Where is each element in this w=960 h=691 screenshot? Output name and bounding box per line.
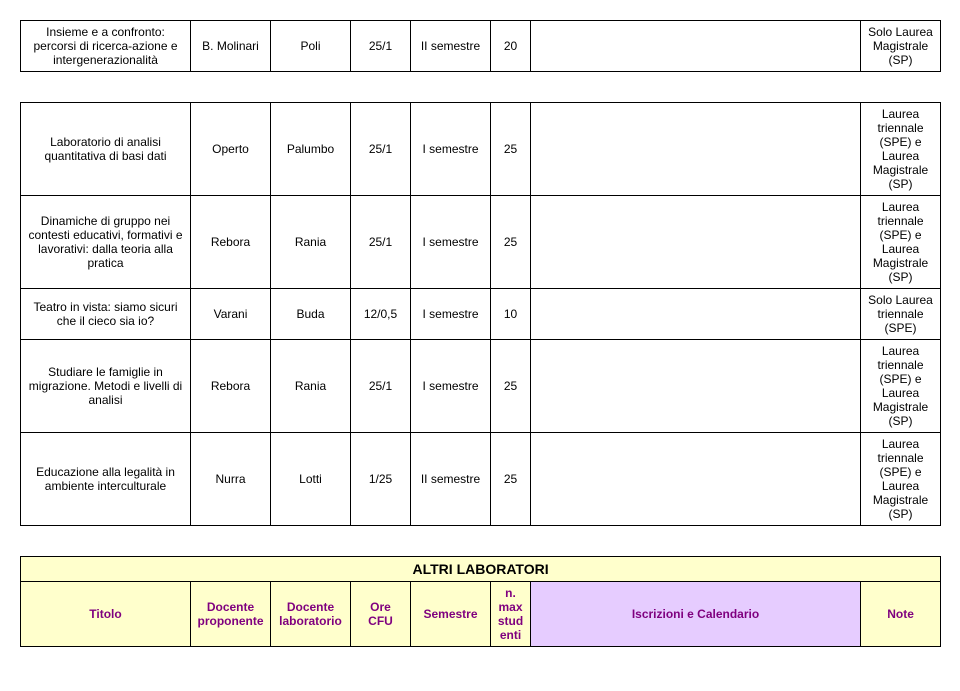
note-cell: Laurea triennale (SPE) e Laurea Magistra… [861,103,941,196]
note-cell: Solo Laurea Magistrale (SP) [861,21,941,72]
instructor-2: Rania [271,196,351,289]
hours-cfu: 25/1 [351,103,411,196]
max-students: 10 [491,289,531,340]
schedule-cell [531,433,861,526]
max-students: 25 [491,103,531,196]
hours-cfu: 12/0,5 [351,289,411,340]
semester: I semestre [411,289,491,340]
table-row: Studiare le famiglie in migrazione. Meto… [21,340,941,433]
instructor-2: Palumbo [271,103,351,196]
max-students: 25 [491,433,531,526]
hours-cfu: 25/1 [351,340,411,433]
main-course-table: Insieme e a confronto: percorsi di ricer… [20,20,941,72]
instructor-1: Rebora [191,196,271,289]
instructor-2: Buda [271,289,351,340]
course-title: Studiare le famiglie in migrazione. Meto… [21,340,191,433]
course-title: Insieme e a confronto: percorsi di ricer… [21,21,191,72]
note-cell: Laurea triennale (SPE) e Laurea Magistra… [861,433,941,526]
header-docente-laboratorio: Docente laboratorio [271,582,351,647]
semester: II semestre [411,21,491,72]
max-students: 20 [491,21,531,72]
hours-cfu: 25/1 [351,196,411,289]
header-semestre: Semestre [411,582,491,647]
table-row: Laboratorio di analisi quantitativa di b… [21,103,941,196]
section-title-cell: ALTRI LABORATORI [21,557,941,582]
section-gap [20,526,940,556]
semester: I semestre [411,340,491,433]
hours-cfu: 1/25 [351,433,411,526]
schedule-cell [531,103,861,196]
instructor-1: Varani [191,289,271,340]
table-row: Insieme e a confronto: percorsi di ricer… [21,21,941,72]
instructor-1: B. Molinari [191,21,271,72]
section-title-row: ALTRI LABORATORI [21,557,941,582]
semester: II semestre [411,433,491,526]
semester: I semestre [411,196,491,289]
table-row: Teatro in vista: siamo sicuri che il cie… [21,289,941,340]
altri-laboratori-table: ALTRI LABORATORI Titolo Docente proponen… [20,556,941,647]
header-ore-cfu: Ore CFU [351,582,411,647]
main-course-table-2: Laboratorio di analisi quantitativa di b… [20,102,941,526]
note-cell: Solo Laurea triennale (SPE) [861,289,941,340]
max-students: 25 [491,196,531,289]
hours-cfu: 25/1 [351,21,411,72]
note-cell: Laurea triennale (SPE) e Laurea Magistra… [861,196,941,289]
table-row: Educazione alla legalità in ambiente int… [21,433,941,526]
max-students: 25 [491,340,531,433]
instructor-2: Poli [271,21,351,72]
header-titolo: Titolo [21,582,191,647]
instructor-1: Nurra [191,433,271,526]
header-max-studenti: n. max stud enti [491,582,531,647]
course-title: Laboratorio di analisi quantitativa di b… [21,103,191,196]
semester: I semestre [411,103,491,196]
instructor-2: Rania [271,340,351,433]
schedule-cell [531,21,861,72]
header-iscrizioni: Iscrizioni e Calendario [531,582,861,647]
main-table-body-2: Laboratorio di analisi quantitativa di b… [21,103,941,526]
header-row: Titolo Docente proponente Docente labora… [21,582,941,647]
table-row: Dinamiche di gruppo nei contesti educati… [21,196,941,289]
section-title: ALTRI LABORATORI [413,561,549,577]
header-docente-proponente: Docente proponente [191,582,271,647]
schedule-cell [531,289,861,340]
schedule-cell [531,196,861,289]
schedule-cell [531,340,861,433]
header-note: Note [861,582,941,647]
main-table-body: Insieme e a confronto: percorsi di ricer… [21,21,941,72]
course-title: Educazione alla legalità in ambiente int… [21,433,191,526]
note-cell: Laurea triennale (SPE) e Laurea Magistra… [861,340,941,433]
instructor-1: Operto [191,103,271,196]
table-gap [20,72,940,102]
instructor-2: Lotti [271,433,351,526]
course-title: Dinamiche di gruppo nei contesti educati… [21,196,191,289]
instructor-1: Rebora [191,340,271,433]
course-title: Teatro in vista: siamo sicuri che il cie… [21,289,191,340]
